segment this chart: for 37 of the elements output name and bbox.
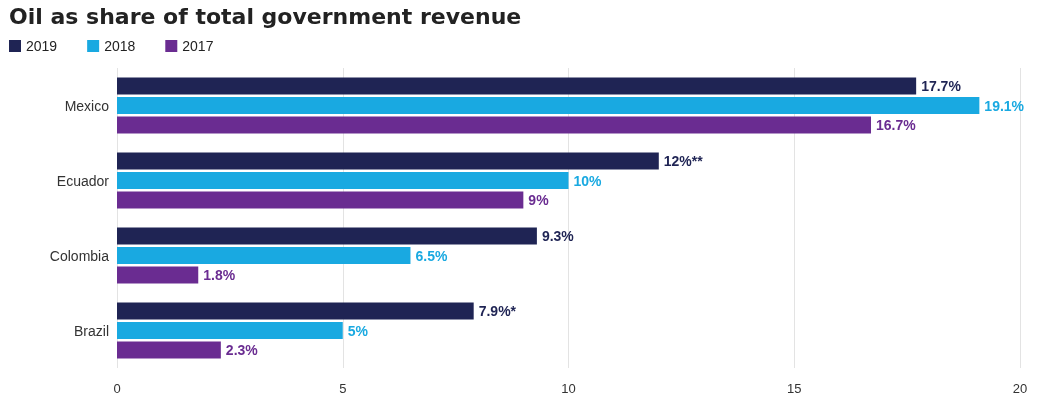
legend-label: 2019 <box>26 38 58 54</box>
data-label: 1.8% <box>203 267 236 284</box>
data-label: 17.7% <box>921 77 962 94</box>
data-label: 5% <box>347 322 369 339</box>
bar <box>117 97 980 114</box>
bar <box>117 116 872 134</box>
data-label: 19.1% <box>984 97 1025 114</box>
bar <box>117 227 537 245</box>
data-label: 16.7% <box>876 117 917 134</box>
y-tick-label: Ecuador <box>56 172 110 189</box>
data-label: 10% <box>573 172 603 189</box>
data-label: 6.5% <box>415 247 448 264</box>
y-tick-label: Brazil <box>73 322 109 339</box>
bar <box>117 247 411 264</box>
data-label: 2.3% <box>225 342 259 359</box>
x-tick-label: 0 <box>113 381 121 396</box>
bar <box>117 322 343 339</box>
bar <box>117 77 917 95</box>
bar <box>117 302 474 320</box>
legend-label: 2017 <box>182 38 214 54</box>
y-tick-label: Colombia <box>49 247 110 264</box>
data-label: 12%** <box>663 152 704 169</box>
data-label: 9.3% <box>541 227 575 244</box>
x-tick-label: 20 <box>1012 381 1028 396</box>
y-tick-label: Mexico <box>64 97 110 114</box>
bar <box>117 172 569 189</box>
legend-label: 2018 <box>104 38 136 54</box>
x-tick-label: 5 <box>339 381 347 396</box>
bar <box>117 266 199 284</box>
chart-title: Oil as share of total government revenue <box>9 3 522 29</box>
x-tick-label: 15 <box>787 381 802 396</box>
x-tick-label: 10 <box>561 381 576 396</box>
data-label: 9% <box>528 192 550 209</box>
bar <box>117 191 524 209</box>
bar <box>117 341 221 359</box>
data-label: 7.9%* <box>478 302 517 319</box>
bar <box>117 152 659 170</box>
